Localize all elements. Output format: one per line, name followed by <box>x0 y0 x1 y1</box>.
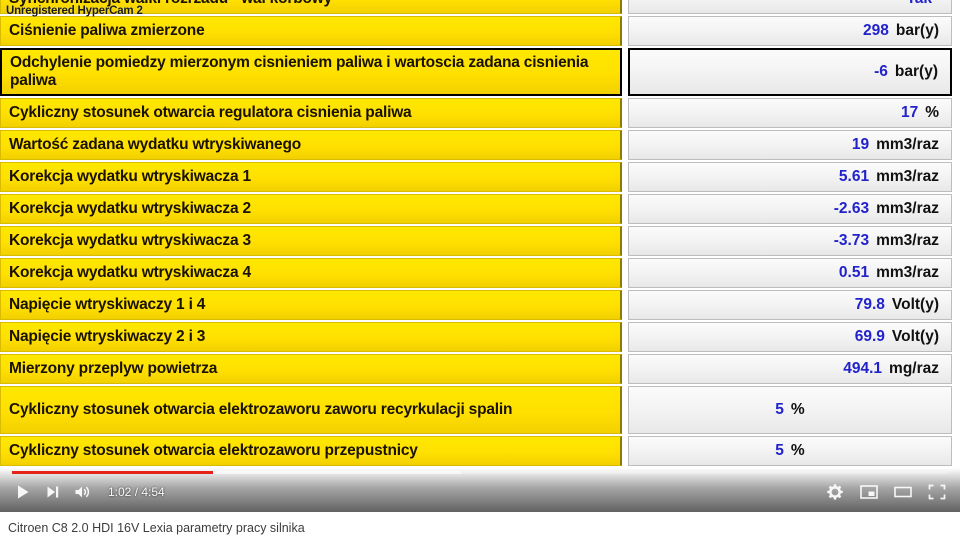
parameter-label: Napięcie wtryskiwaczy 2 i 3 <box>0 322 622 352</box>
table-row[interactable]: Cykliczny stosunek otwarcia regulatora c… <box>0 98 960 128</box>
parameter-label: Wartość zadana wydatku wtryskiwanego <box>0 130 622 160</box>
player-controls-right <box>814 480 950 504</box>
player-controls-left: 1:02 / 4:54 <box>10 480 165 504</box>
parameter-value: 69.9 <box>854 328 885 345</box>
parameter-label: Ciśnienie paliwa zmierzone <box>0 16 622 46</box>
parameter-unit: bar(y) <box>894 63 938 80</box>
video-player-frame[interactable]: Synchronizacja walki rozrzadu - wal korb… <box>0 0 960 512</box>
parameter-unit: % <box>790 442 805 459</box>
parameter-value: 17 <box>900 104 919 121</box>
parameter-value-cell: 494.1 mg/raz <box>628 354 952 384</box>
miniplayer-icon[interactable] <box>856 480 882 504</box>
next-icon[interactable] <box>40 480 66 504</box>
table-row[interactable]: Mierzony przeplyw powietrza 494.1 mg/raz <box>0 354 960 384</box>
time-display: 1:02 / 4:54 <box>108 485 165 499</box>
table-row[interactable]: Napięcie wtryskiwaczy 1 i 4 79.8 Volt(y) <box>0 290 960 320</box>
parameter-value: -2.63 <box>833 200 870 217</box>
parameter-label: Synchronizacja walki rozrzadu - wal korb… <box>0 0 622 14</box>
parameter-value: 0.51 <box>838 264 870 281</box>
parameter-label: Cykliczny stosunek otwarcia elektrozawor… <box>0 436 622 466</box>
parameter-label: Korekcja wydatku wtryskiwacza 1 <box>0 162 622 192</box>
parameter-table: Synchronizacja walki rozrzadu - wal korb… <box>0 0 960 466</box>
parameter-unit: % <box>925 104 939 121</box>
progress-bar-played <box>12 471 214 474</box>
hypercam-watermark: Unregistered HyperCam 2 <box>6 5 143 17</box>
parameter-unit: Volt(y) <box>891 296 939 313</box>
parameter-unit: % <box>790 401 805 418</box>
table-row[interactable]: Cykliczny stosunek otwarcia elektrozawor… <box>0 386 960 434</box>
table-row[interactable]: Korekcja wydatku wtryskiwacza 3 -3.73 mm3/… <box>0 226 960 256</box>
parameter-value: 19 <box>851 136 870 153</box>
parameter-value: -6 <box>874 63 888 80</box>
table-row[interactable]: Wartość zadana wydatku wtryskiwanego 19 mm… <box>0 130 960 160</box>
parameter-value-cell: 5% <box>628 436 952 466</box>
table-row[interactable]: Korekcja wydatku wtryskiwacza 1 5.61 mm3/r… <box>0 162 960 192</box>
parameter-value-cell: 0.51 mm3/raz <box>628 258 952 288</box>
progress-bar-track[interactable] <box>12 471 948 474</box>
table-row[interactable]: Ciśnienie paliwa zmierzone 298 bar(y) <box>0 16 960 46</box>
parameter-value: 5 <box>775 401 784 418</box>
parameter-value-cell: 5.61 mm3/raz <box>628 162 952 192</box>
youtube-player-controls[interactable]: 1:02 / 4:54 <box>0 468 960 512</box>
fullscreen-icon[interactable] <box>924 480 950 504</box>
parameter-label: Korekcja wydatku wtryskiwacza 2 <box>0 194 622 224</box>
parameter-unit: mm3/raz <box>876 168 939 185</box>
table-row[interactable]: Napięcie wtryskiwaczy 2 i 3 69.9 Volt(y) <box>0 322 960 352</box>
parameter-value-cell: 69.9 Volt(y) <box>628 322 952 352</box>
parameter-label: Korekcja wydatku wtryskiwacza 3 <box>0 226 622 256</box>
parameter-unit: mm3/raz <box>876 136 939 153</box>
table-row[interactable]: Synchronizacja walki rozrzadu - wal korb… <box>0 0 960 14</box>
parameter-value-cell: 298 bar(y) <box>628 16 952 46</box>
parameter-unit: bar(y) <box>895 22 939 39</box>
parameter-label: Cykliczny stosunek otwarcia elektrozawor… <box>0 386 622 434</box>
video-title[interactable]: Citroen C8 2.0 HDI 16V Lexia parametry p… <box>8 521 305 535</box>
progress-bar-loaded <box>12 471 462 474</box>
parameter-value-cell: -2.63 mm3/raz <box>628 194 952 224</box>
table-row[interactable]: Cykliczny stosunek otwarcia elektrozawor… <box>0 436 960 466</box>
parameter-unit: mm3/raz <box>876 232 939 249</box>
parameter-value: -3.73 <box>833 232 870 249</box>
parameter-value: 298 <box>863 22 889 39</box>
parameter-value: Tak <box>906 0 932 8</box>
parameter-value-cell: 5% <box>628 386 952 434</box>
parameter-value: 494.1 <box>843 360 883 377</box>
parameter-label: Odchylenie pomiedzy mierzonym cisnieniem… <box>0 48 622 96</box>
gear-icon[interactable] <box>822 480 848 504</box>
parameter-label: Korekcja wydatku wtryskiwacza 4 <box>0 258 622 288</box>
parameter-value-cell: 17% <box>628 98 952 128</box>
volume-icon[interactable] <box>70 480 96 504</box>
theater-mode-icon[interactable] <box>890 480 916 504</box>
play-icon[interactable] <box>10 480 36 504</box>
parameter-value: 5 <box>775 442 784 459</box>
table-row[interactable]: Korekcja wydatku wtryskiwacza 2 -2.63 mm3/… <box>0 194 960 224</box>
parameter-value: 79.8 <box>854 296 885 313</box>
parameter-value: 5.61 <box>838 168 870 185</box>
parameter-unit: mg/raz <box>889 360 939 377</box>
parameter-value-cell: -3.73 mm3/raz <box>628 226 952 256</box>
parameter-value-cell: Tak <box>628 0 952 14</box>
parameter-label: Mierzony przeplyw powietrza <box>0 354 622 384</box>
table-row[interactable]: Odchylenie pomiedzy mierzonym cisnieniem… <box>0 48 960 96</box>
parameter-unit: Volt(y) <box>891 328 939 345</box>
video-caption-bar: Citroen C8 2.0 HDI 16V Lexia parametry p… <box>0 512 960 544</box>
parameter-unit: mm3/raz <box>876 264 939 281</box>
parameter-label: Cykliczny stosunek otwarcia regulatora c… <box>0 98 622 128</box>
parameter-unit: mm3/raz <box>876 200 939 217</box>
parameter-label: Napięcie wtryskiwaczy 1 i 4 <box>0 290 622 320</box>
parameter-value-cell: 19 mm3/raz <box>628 130 952 160</box>
parameter-value-cell: 79.8 Volt(y) <box>628 290 952 320</box>
table-row[interactable]: Korekcja wydatku wtryskiwacza 4 0.51 mm3/r… <box>0 258 960 288</box>
parameter-value-cell: -6 bar(y) <box>628 48 952 96</box>
